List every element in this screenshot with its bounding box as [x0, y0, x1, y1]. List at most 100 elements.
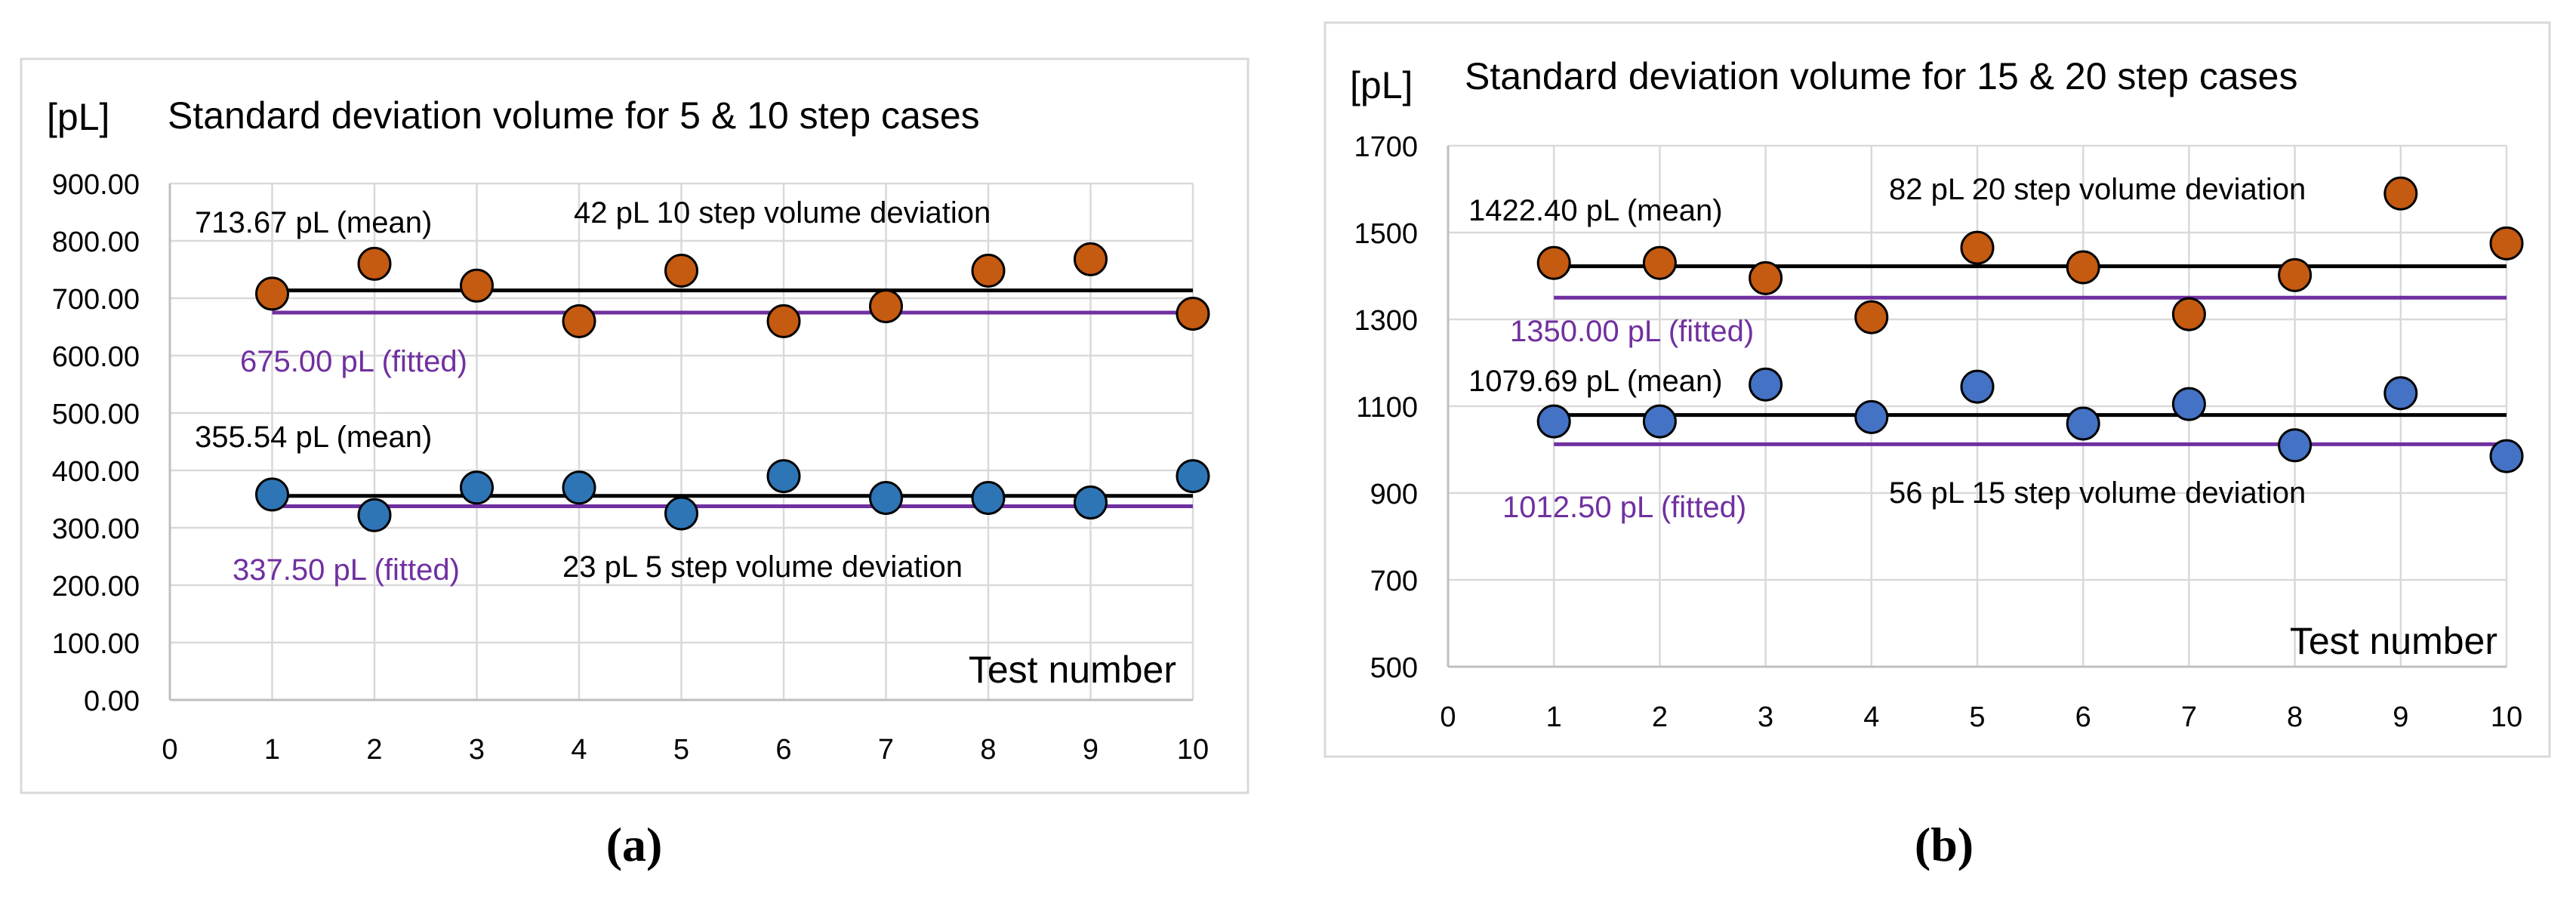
- panel-a-series-0-point: [255, 276, 289, 311]
- panel-b-y-tick-label: 1100: [1356, 392, 1418, 424]
- panel-b-series-1-point: [1854, 399, 1889, 434]
- panel-a-x-tick-label: 3: [469, 734, 485, 766]
- panel-a-x-axis-label: Test number: [969, 649, 1176, 691]
- panel-b-title: Standard deviation volume for 15 & 20 st…: [1465, 55, 2297, 97]
- panel-a-5step-fitted-label: 337.50 pL (fitted): [233, 553, 460, 587]
- panel-a-series-0-point: [357, 246, 392, 281]
- panel-b-series-1-point: [1749, 367, 1783, 402]
- panel-a-x-tick-label: 5: [673, 734, 689, 766]
- panel-b-reference-lines: [1554, 264, 2507, 446]
- panel-a-x-tick-label: 0: [162, 734, 177, 766]
- panel-b-x-tick-label: 3: [1758, 701, 1773, 733]
- panel-b-series-1-point: [2171, 387, 2206, 421]
- panel-a-axes: [168, 183, 1193, 701]
- panel-b-y-tick-label: 1700: [1354, 131, 1418, 163]
- panel-b-caption: (b): [1915, 818, 1974, 871]
- panel-a-series-1-point: [971, 480, 1006, 515]
- panel-b-15step-deviation-label: 56 pL 15 step volume deviation: [1889, 476, 2306, 510]
- panel-b-x-tick-label: 9: [2393, 701, 2408, 733]
- panel-a-series-0-point: [460, 268, 494, 303]
- panel-b-series-0-point: [1642, 245, 1677, 280]
- panel-b-y-tick-label: 1300: [1354, 305, 1418, 337]
- panel-a-y-tick-label: 600.00: [52, 341, 140, 373]
- panel-a-y-tick-label: 700.00: [52, 284, 140, 316]
- panel-b-series-0-point: [1749, 260, 1783, 295]
- panel-b-x-axis-label: Test number: [2290, 620, 2497, 662]
- panel-a-y-tick-label: 900.00: [52, 169, 140, 201]
- panel-a-10step-mean-label: 713.67 pL (mean): [195, 206, 432, 239]
- panel-a-series-1-point: [357, 498, 392, 532]
- panel-b-x-tick-label: 6: [2075, 701, 2091, 733]
- panel-b-series-1-point: [1536, 404, 1571, 439]
- panel-b-x-tick-label: 7: [2181, 701, 2197, 733]
- panel-a-tick-labels: 0.00 100.00 200.00 300.00 400.00 500.00 600.00…: [52, 169, 1209, 766]
- panel-b-y-axis-label: [pL]: [1350, 64, 1413, 106]
- panel-b-series-0-point: [2489, 226, 2524, 260]
- panel-a-series-1-point: [766, 459, 801, 494]
- panel-b-x-tick-label: 1: [1546, 701, 1562, 733]
- panel-a-series-1-point: [1074, 485, 1108, 520]
- panel-a-series-1-point: [255, 477, 289, 512]
- panel-b-y-tick-label: 1500: [1354, 218, 1418, 250]
- panel-a-y-tick-label: 800.00: [52, 227, 140, 258]
- panel-b-y-tick-label: 700: [1370, 566, 1418, 597]
- panel-a-series-1-point: [1176, 459, 1210, 494]
- panel-a-x-tick-label: 8: [980, 734, 996, 766]
- panel-a-series-1-point: [460, 470, 494, 505]
- panel-b-series-1-point: [2278, 428, 2313, 463]
- panel-a-x-tick-label: 9: [1083, 734, 1098, 766]
- panel-a-x-tick-label: 6: [775, 734, 791, 766]
- panel-b-20step-fitted-label: 1350.00 pL (fitted): [1510, 315, 1754, 348]
- panel-a-series-0-point: [664, 254, 698, 288]
- panel-a-x-tick-label: 2: [366, 734, 382, 766]
- panel-a-5step-mean-label: 355.54 pL (mean): [195, 421, 432, 454]
- panel-a-y-tick-label: 100.00: [52, 628, 140, 660]
- panel-a-series-0-point: [1176, 297, 1210, 331]
- panel-b-20step-mean-label: 1422.40 pL (mean): [1468, 194, 1723, 227]
- panel-a-y-tick-label: 0.00: [84, 686, 140, 717]
- panel-b-series-0-point: [2278, 257, 2313, 292]
- panel-b-15step-fitted-label: 1012.50 pL (fitted): [1502, 491, 1746, 524]
- panel-b-series-0-point: [2171, 297, 2206, 331]
- panel-a-5step-deviation-label: 23 pL 5 step volume deviation: [562, 550, 963, 584]
- panel-b-x-tick-label: 5: [1969, 701, 1985, 733]
- panel-b-series-0-point: [1854, 300, 1889, 334]
- panel-a-series-0-point: [766, 304, 801, 338]
- panel-b-series-0-point: [1536, 245, 1571, 280]
- panel-b-15step-mean-label: 1079.69 pL (mean): [1468, 365, 1723, 398]
- panel-a-x-tick-label: 4: [571, 734, 587, 766]
- panel-a-data-points: [255, 242, 1210, 532]
- panel-b-series-1-point: [1642, 404, 1677, 439]
- panel-a-series-1-point: [562, 470, 596, 505]
- panel-a-chart: 0.00 100.00 200.00 300.00 400.00 500.00 600.00…: [20, 57, 1249, 794]
- panel-a-y-axis-label: [pL]: [47, 96, 109, 138]
- panel-a-series-0-point: [869, 289, 903, 324]
- panel-b-series-1-point: [2489, 439, 2524, 473]
- panel-b-x-tick-label: 8: [2287, 701, 2303, 733]
- panel-b-x-tick-label: 0: [1440, 701, 1456, 733]
- panel-b-series-0-point: [2066, 250, 2100, 285]
- panel-a-10step-deviation-label: 42 pL 10 step volume deviation: [574, 196, 991, 230]
- panel-a-series-1-point: [664, 496, 698, 531]
- panel-b-y-tick-label: 500: [1370, 652, 1418, 684]
- panel-a-y-tick-label: 200.00: [52, 571, 140, 603]
- panel-b-x-tick-label: 10: [2491, 701, 2522, 733]
- panel-b-axes: [1447, 146, 2507, 668]
- panel-b-x-tick-label: 2: [1652, 701, 1668, 733]
- panel-a-x-tick-label: 1: [264, 734, 280, 766]
- panel-a-series-0-point: [1074, 242, 1108, 276]
- panel-b-chart: 500 700 900 1100 1300 1500 1700 0 1 2 3 4 5 6 7 8 9 10 [p…: [1323, 21, 2551, 758]
- panel-a-frame: [20, 57, 1249, 794]
- panel-b-tick-labels: 500 700 900 1100 1300 1500 1700 0 1 2 3 4 5 6 7 8 9 10: [1354, 131, 2522, 733]
- panel-b-series-1-point: [1960, 369, 1995, 404]
- panel-b-series-0-point: [1960, 230, 1995, 265]
- panel-b-data-points: [1536, 176, 2524, 473]
- panel-a-series-0-point: [971, 254, 1006, 288]
- panel-b-20step-deviation-label: 82 pL 20 step volume deviation: [1889, 173, 2306, 206]
- panel-a-y-tick-label: 300.00: [52, 513, 140, 545]
- panel-b-series-0-point: [2383, 176, 2418, 211]
- panel-b-y-tick-label: 900: [1370, 479, 1418, 510]
- panel-a-10step-fitted-label: 675.00 pL (fitted): [240, 345, 467, 378]
- panel-a-y-tick-label: 400.00: [52, 456, 140, 488]
